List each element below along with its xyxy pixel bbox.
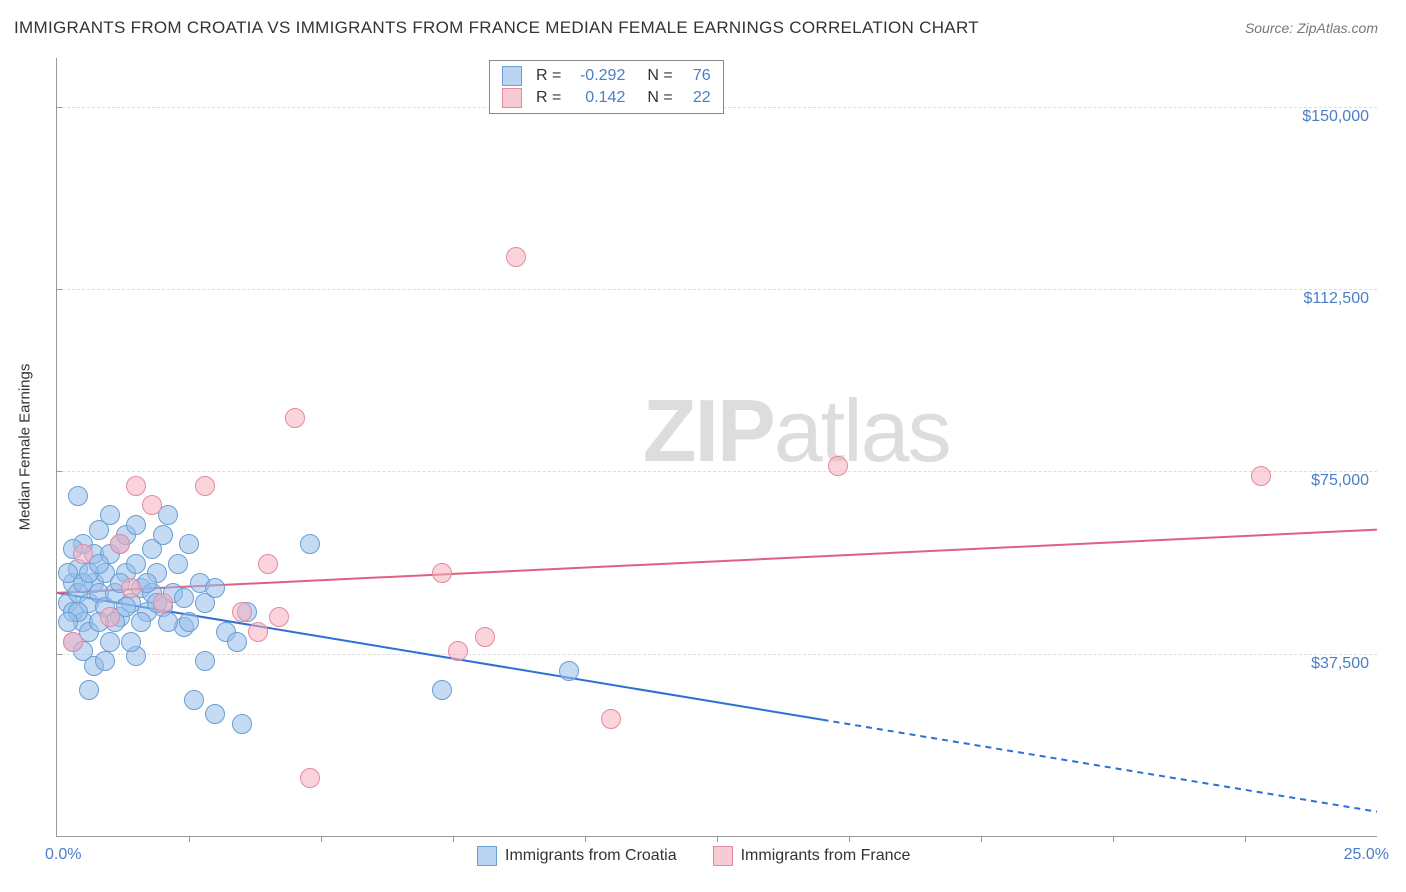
data-point-croatia <box>174 588 194 608</box>
n-value-france: 22 <box>681 89 711 107</box>
n-label: N = <box>647 89 672 107</box>
data-point-croatia <box>184 690 204 710</box>
data-point-france <box>1251 466 1271 486</box>
data-point-france <box>432 563 452 583</box>
legend-item-france: Immigrants from France <box>713 846 911 866</box>
trend-line-france <box>57 530 1377 593</box>
data-point-croatia <box>205 578 225 598</box>
data-point-france <box>100 607 120 627</box>
y-axis-title: Median Female Earnings <box>17 364 34 531</box>
data-point-croatia <box>126 554 146 574</box>
data-point-croatia <box>131 612 151 632</box>
x-tick <box>1113 836 1114 842</box>
data-point-france <box>248 622 268 642</box>
legend-label-croatia: Immigrants from Croatia <box>505 847 677 865</box>
trend-line-dash-croatia <box>823 720 1377 812</box>
data-point-france <box>121 578 141 598</box>
x-tick <box>849 836 850 842</box>
data-point-croatia <box>79 680 99 700</box>
data-point-france <box>258 554 278 574</box>
data-point-france <box>73 544 93 564</box>
x-axis-end: 25.0% <box>1344 846 1389 864</box>
x-tick <box>189 836 190 842</box>
plot-area: ZIPatlas Median Female Earnings $37,500$… <box>56 58 1377 837</box>
data-point-croatia <box>58 612 78 632</box>
data-point-france <box>195 476 215 496</box>
data-point-france <box>448 641 468 661</box>
x-tick <box>585 836 586 842</box>
data-point-france <box>153 593 173 613</box>
r-label: R = <box>536 67 561 85</box>
legend-swatch-france <box>713 846 733 866</box>
data-point-croatia <box>121 632 141 652</box>
swatch-france <box>502 88 522 108</box>
data-point-france <box>269 607 289 627</box>
stats-row-france: R = 0.142 N = 22 <box>502 87 711 109</box>
x-tick <box>321 836 322 842</box>
data-point-croatia <box>232 714 252 734</box>
data-point-croatia <box>559 661 579 681</box>
x-axis-start: 0.0% <box>45 846 81 864</box>
source-label: Source: ZipAtlas.com <box>1245 20 1378 36</box>
chart-title: IMMIGRANTS FROM CROATIA VS IMMIGRANTS FR… <box>14 18 979 38</box>
data-point-france <box>110 534 130 554</box>
stats-box: R = -0.292 N = 76 R = 0.142 N = 22 <box>489 60 724 114</box>
n-value-croatia: 76 <box>681 67 711 85</box>
data-point-france <box>601 709 621 729</box>
data-point-croatia <box>179 612 199 632</box>
n-label: N = <box>647 67 672 85</box>
x-tick <box>981 836 982 842</box>
data-point-france <box>232 602 252 622</box>
chart-container: IMMIGRANTS FROM CROATIA VS IMMIGRANTS FR… <box>0 0 1406 892</box>
legend-label-france: Immigrants from France <box>741 847 911 865</box>
data-point-france <box>63 632 83 652</box>
data-point-france <box>300 768 320 788</box>
stats-row-croatia: R = -0.292 N = 76 <box>502 65 711 87</box>
legend-swatch-croatia <box>477 846 497 866</box>
data-point-croatia <box>100 632 120 652</box>
swatch-croatia <box>502 66 522 86</box>
data-point-croatia <box>432 680 452 700</box>
data-point-croatia <box>179 534 199 554</box>
x-tick <box>1245 836 1246 842</box>
data-point-france <box>285 408 305 428</box>
data-point-france <box>506 247 526 267</box>
data-point-croatia <box>100 505 120 525</box>
data-point-croatia <box>68 486 88 506</box>
data-point-croatia <box>195 651 215 671</box>
r-label: R = <box>536 89 561 107</box>
data-point-croatia <box>205 704 225 724</box>
x-tick <box>453 836 454 842</box>
trend-lines <box>57 58 1377 836</box>
data-point-croatia <box>158 612 178 632</box>
data-point-croatia <box>227 632 247 652</box>
data-point-france <box>142 495 162 515</box>
legend-item-croatia: Immigrants from Croatia <box>477 846 677 866</box>
data-point-croatia <box>95 651 115 671</box>
data-point-france <box>126 476 146 496</box>
data-point-croatia <box>153 525 173 545</box>
data-point-croatia <box>126 515 146 535</box>
r-value-croatia: -0.292 <box>569 67 625 85</box>
data-point-croatia <box>300 534 320 554</box>
legend-bottom: Immigrants from Croatia Immigrants from … <box>477 846 910 866</box>
data-point-france <box>475 627 495 647</box>
data-point-croatia <box>168 554 188 574</box>
r-value-france: 0.142 <box>569 89 625 107</box>
x-tick <box>717 836 718 842</box>
data-point-france <box>828 456 848 476</box>
